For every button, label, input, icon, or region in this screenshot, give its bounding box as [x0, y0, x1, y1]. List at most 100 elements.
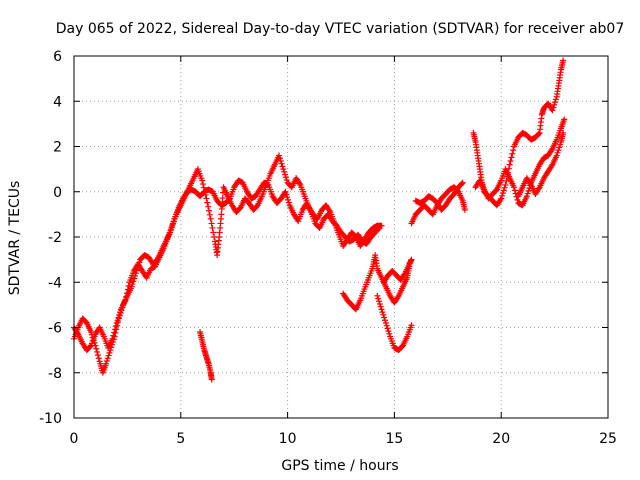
data-point: [377, 303, 384, 310]
data-point: [105, 352, 112, 359]
data-point: [511, 187, 518, 194]
data-point: [103, 357, 110, 364]
data-point: [378, 222, 385, 229]
data-point: [131, 275, 138, 282]
data-point: [503, 177, 510, 184]
data-point: [498, 195, 505, 202]
y-tick-label: -2: [48, 230, 62, 246]
data-point: [282, 171, 289, 178]
data-point: [375, 295, 382, 302]
data-point: [130, 278, 137, 285]
data-point: [384, 325, 391, 332]
data-point: [218, 211, 225, 218]
data-point: [374, 292, 381, 299]
data-point: [554, 149, 561, 156]
data-point: [560, 129, 567, 136]
data-point: [282, 188, 289, 195]
data-point: [459, 179, 466, 186]
data-point: [326, 207, 333, 214]
data-point: [109, 335, 116, 342]
data-point: [509, 150, 516, 157]
data-point: [219, 200, 226, 207]
data-point: [523, 193, 530, 200]
y-tick-label: 4: [53, 94, 62, 110]
data-point: [74, 329, 81, 336]
data-point: [524, 190, 531, 197]
data-point: [535, 185, 542, 192]
data-point: [527, 180, 534, 187]
data-point: [207, 215, 214, 222]
y-tick-label: 6: [53, 49, 62, 65]
data-point: [555, 147, 562, 154]
data-point: [208, 376, 215, 383]
data-point: [525, 187, 532, 194]
data-point: [123, 293, 130, 300]
data-point: [199, 177, 206, 184]
data-point: [211, 234, 218, 240]
data-point: [210, 229, 217, 236]
data-point: [386, 330, 393, 337]
data-point: [508, 154, 515, 161]
data-point: [277, 157, 284, 164]
grid: [74, 56, 608, 418]
data-point: [285, 196, 292, 203]
series-trace: [380, 256, 415, 286]
data-point: [205, 203, 212, 210]
x-tick-label: 25: [599, 431, 617, 447]
data-point: [208, 220, 215, 227]
y-tick-label: 2: [53, 140, 62, 156]
data-point: [128, 283, 135, 290]
series-trace: [197, 329, 215, 383]
data-point: [125, 282, 132, 289]
data-point: [535, 130, 542, 137]
series-trace: [515, 129, 567, 200]
x-tick-label: 0: [70, 431, 79, 447]
data-point: [278, 160, 285, 167]
data-point: [556, 144, 563, 151]
x-tick-label: 5: [176, 431, 185, 447]
data-point: [549, 107, 556, 114]
data-point: [209, 224, 216, 231]
data-point: [219, 195, 226, 202]
data-point: [103, 360, 110, 367]
data-point: [112, 326, 119, 333]
data-point: [380, 311, 387, 318]
data-point: [114, 317, 121, 324]
data-point: [203, 195, 210, 202]
data-point: [557, 141, 564, 148]
y-tick-label: -6: [48, 321, 62, 337]
data-point: [93, 345, 100, 352]
data-point: [408, 322, 415, 329]
data-point: [378, 306, 385, 313]
data-point: [552, 96, 559, 103]
data-point: [506, 161, 513, 168]
data-point: [379, 309, 386, 316]
data-point: [282, 174, 289, 181]
data-point: [497, 196, 504, 203]
data-point: [296, 180, 303, 187]
data-point: [561, 116, 568, 123]
data-point: [124, 286, 131, 293]
data-point: [382, 319, 389, 326]
data-point: [548, 162, 555, 169]
data-point: [110, 332, 117, 339]
data-point: [511, 184, 518, 191]
data-point: [458, 180, 465, 187]
data-point: [205, 207, 212, 214]
y-tick-label: -4: [48, 275, 62, 291]
data-point: [501, 184, 508, 191]
data-point: [510, 147, 517, 154]
y-tick-label: -8: [48, 366, 62, 382]
data-point: [551, 101, 558, 108]
data-point: [201, 188, 208, 195]
data-points: [71, 57, 568, 383]
data-point: [106, 349, 113, 356]
data-point: [550, 104, 557, 111]
series-trace: [408, 184, 468, 227]
data-point: [206, 211, 213, 218]
data-point: [279, 163, 286, 170]
data-point: [500, 187, 507, 194]
data-point: [376, 300, 383, 307]
